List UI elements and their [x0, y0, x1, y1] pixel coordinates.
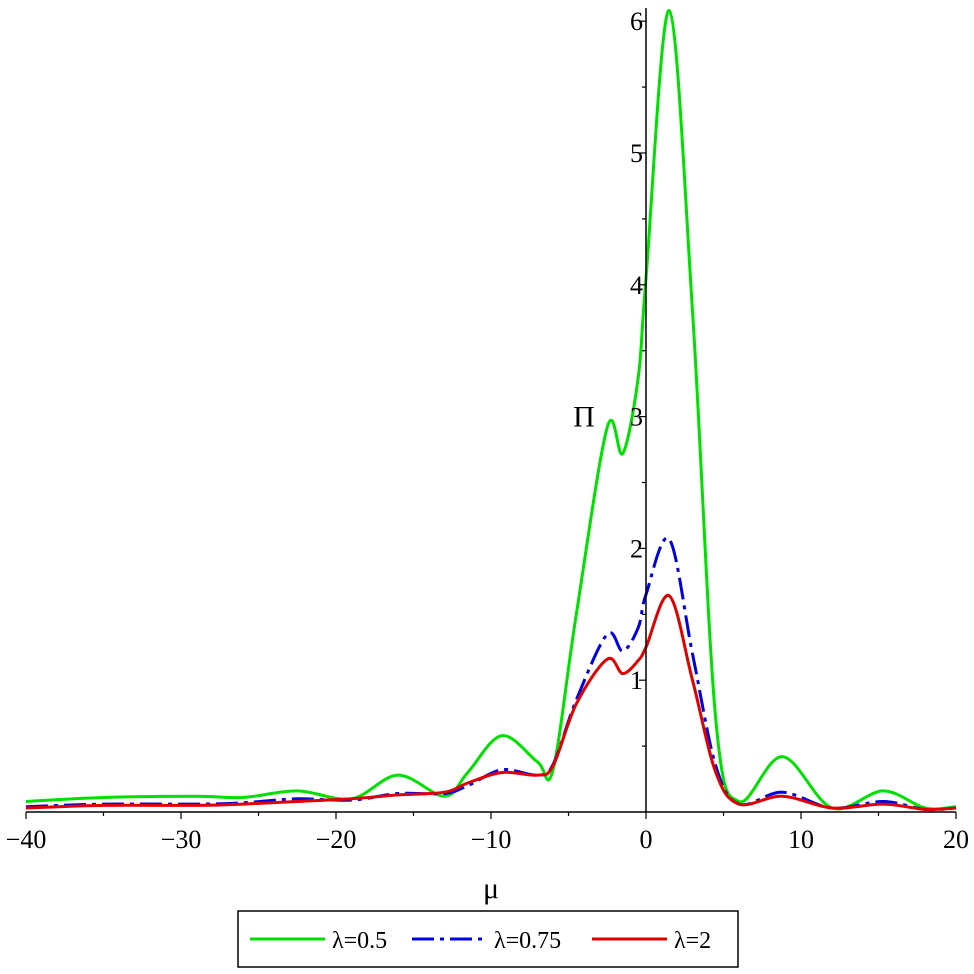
legend-label-lambda-0-5: λ=0.5	[332, 928, 387, 954]
y-tick-label: 1	[630, 666, 643, 695]
y-tick-label: 4	[630, 271, 643, 300]
legend: λ=0.5 λ=0.75 λ=2	[237, 910, 739, 968]
axes	[26, 8, 956, 813]
x-tick-label: −20	[316, 825, 357, 854]
series-line-lambda-0-75	[25, 536, 957, 812]
x-tick-label: −10	[471, 825, 512, 854]
x-tick-label: −40	[6, 825, 47, 854]
series-curves	[25, 9, 957, 812]
y-tick-label: 3	[630, 403, 643, 432]
legend-label-lambda-0-75: λ=0.75	[494, 928, 561, 954]
x-tick-label: 20	[943, 825, 969, 854]
y-tick-label: 2	[630, 534, 643, 563]
legend-item-lambda-0-5: λ=0.5	[250, 928, 387, 954]
legend-item-lambda-2: λ=2	[592, 928, 711, 954]
y-axis-ticks: 1 2 3 4 5 6	[630, 7, 646, 747]
legend-item-lambda-0-75: λ=0.75	[412, 928, 561, 954]
x-tick-label: −30	[161, 825, 202, 854]
x-tick-label: 10	[788, 825, 814, 854]
series-line-lambda-2	[25, 594, 957, 812]
x-tick-label: 0	[640, 825, 653, 854]
y-tick-label: 6	[630, 7, 643, 36]
y-tick-label: 5	[630, 139, 643, 168]
legend-label-lambda-2: λ=2	[674, 928, 711, 954]
x-axis-title: μ	[483, 872, 499, 905]
series-line-lambda-0-5	[25, 9, 957, 811]
y-axis-title: Π	[573, 401, 595, 434]
x-axis-ticks: −40 −30 −20 −10 0 10 20	[6, 812, 969, 854]
